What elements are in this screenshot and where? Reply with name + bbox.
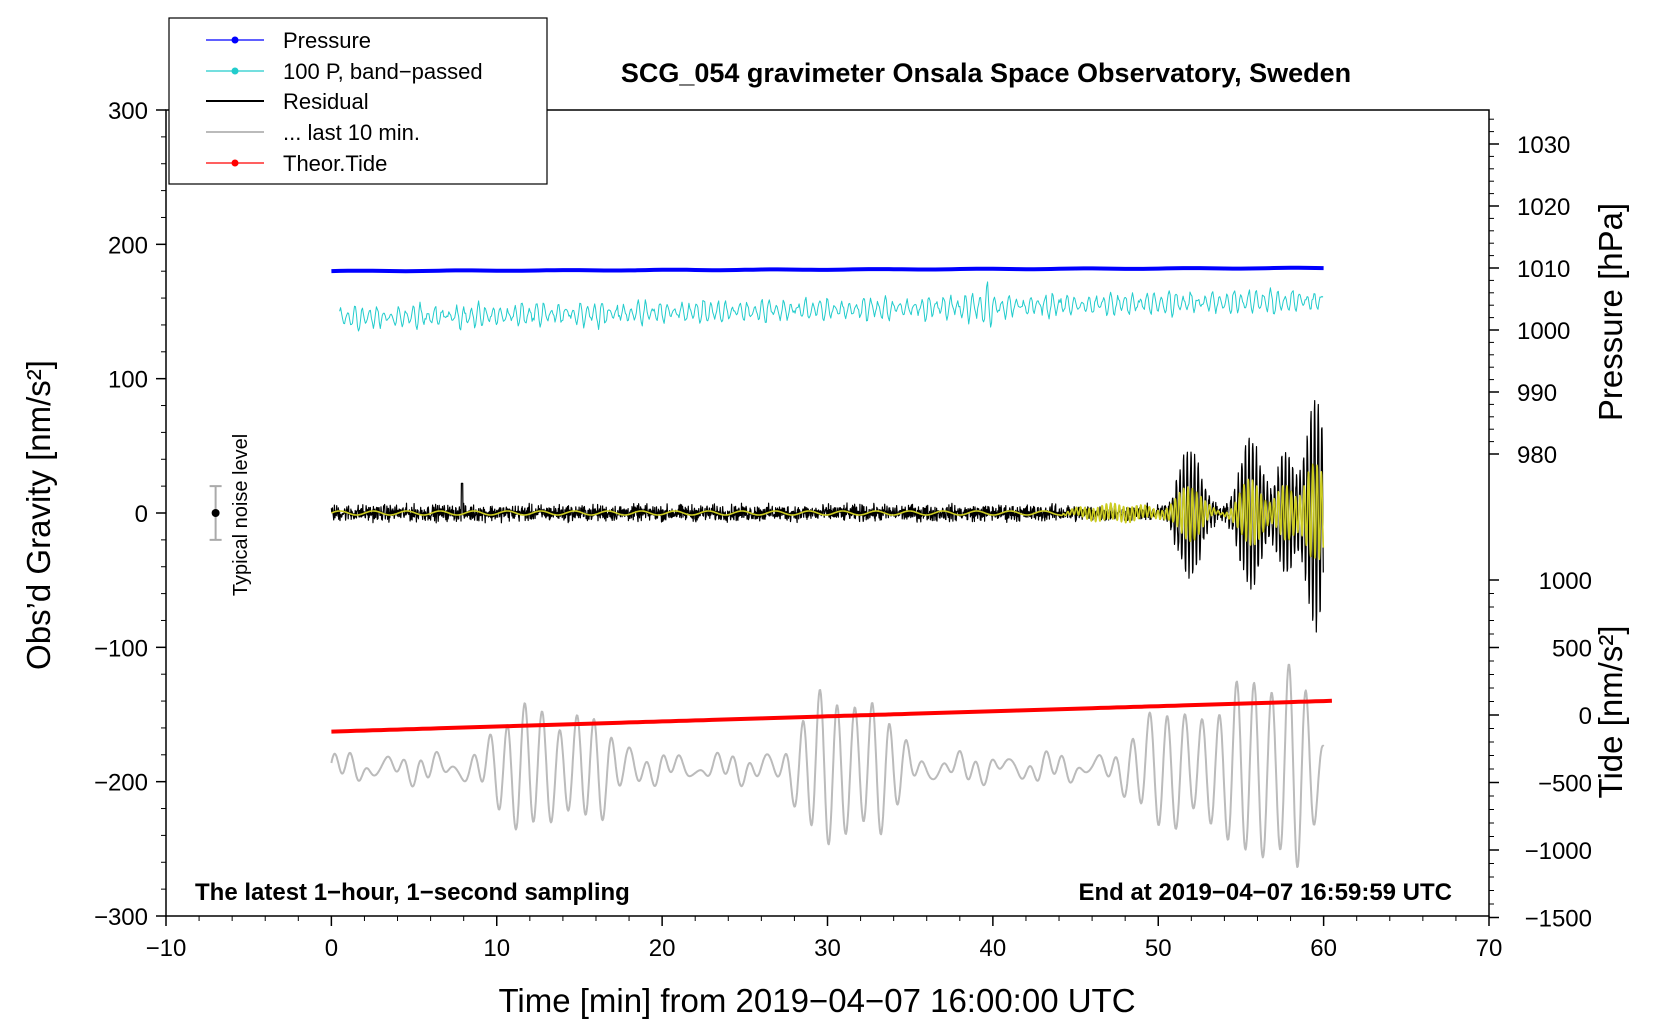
legend-label-last10: ... last 10 min. <box>283 120 420 145</box>
pressure-tick-label-4: 990 <box>1517 380 1557 407</box>
tide-tick-label-0: 1000 <box>1539 568 1592 595</box>
pressure-tick-label-3: 1000 <box>1517 318 1570 345</box>
legend-label-bandpassed: 100 P, band−passed <box>283 59 483 84</box>
x-tick-label-2: 10 <box>483 935 510 962</box>
y-tick-label-2: 100 <box>108 367 148 394</box>
x-tick-label-6: 50 <box>1145 935 1172 962</box>
y-tick-label-6: −300 <box>94 904 148 931</box>
x-tick-label-3: 20 <box>649 935 676 962</box>
x-tick-label-1: 0 <box>325 935 338 962</box>
tide-tick-label-2: 0 <box>1579 703 1592 730</box>
series-pressure <box>331 265 1324 274</box>
series-band-passed <box>339 281 1324 332</box>
pressure-tick-label-2: 1010 <box>1517 256 1570 283</box>
series-residual-smoothed <box>330 463 1325 561</box>
x-tick-label-0: −10 <box>146 935 187 962</box>
legend-label-pressure: Pressure <box>283 28 371 53</box>
annotation-sampling: The latest 1−hour, 1−second sampling <box>195 879 630 906</box>
y-tick-label-4: −100 <box>94 635 148 662</box>
series-last-10-min <box>330 663 1325 868</box>
annotation-end-time: End at 2019−04−07 16:59:59 UTC <box>1078 879 1452 906</box>
tide-axis-label: Tide [nm/s²] <box>1592 626 1629 799</box>
y-tick-label-1: 200 <box>108 232 148 259</box>
legend-marker-bandpassed <box>231 67 239 75</box>
noise-level-label: Typical noise level <box>230 434 252 596</box>
x-tick-label-5: 40 <box>980 935 1007 962</box>
chart-title: SCG_054 gravimeter Onsala Space Observat… <box>621 58 1351 88</box>
pressure-tick-label-0: 1030 <box>1517 132 1570 159</box>
x-tick-label-8: 70 <box>1476 935 1503 962</box>
y-axis-label: Obs’d Gravity [nm/s²] <box>20 360 57 670</box>
x-tick-label-4: 30 <box>814 935 841 962</box>
legend: Pressure 100 P, band−passed Residual ...… <box>168 17 548 185</box>
legend-marker-pressure <box>231 36 239 44</box>
y-tick-label-3: 0 <box>135 501 148 528</box>
x-axis-label: Time [min] from 2019−04−07 16:00:00 UTC <box>498 982 1135 1019</box>
tide-tick-label-3: −500 <box>1538 771 1592 798</box>
x-tick-label-7: 60 <box>1310 935 1337 962</box>
noise-marker-dot <box>211 509 220 517</box>
series-theor-tide <box>331 698 1332 734</box>
legend-label-residual: Residual <box>283 89 369 114</box>
y-tick-label-0: 300 <box>108 98 148 125</box>
tide-tick-label-5: −1500 <box>1525 906 1592 933</box>
pressure-tick-label-1: 1020 <box>1517 194 1570 221</box>
y-tick-label-5: −200 <box>94 770 148 797</box>
legend-marker-tide <box>231 159 239 167</box>
tide-tick-label-4: −1000 <box>1525 838 1592 865</box>
pressure-tick-label-5: 980 <box>1517 442 1557 469</box>
legend-label-tide: Theor.Tide <box>283 151 387 176</box>
pressure-axis-label: Pressure [hPa] <box>1592 203 1629 421</box>
tide-tick-label-1: 500 <box>1552 636 1592 663</box>
traces-layer <box>330 265 1332 868</box>
axes-layer: −10 0 10 20 30 40 50 60 703002001000−100−200−300… <box>94 98 1592 962</box>
